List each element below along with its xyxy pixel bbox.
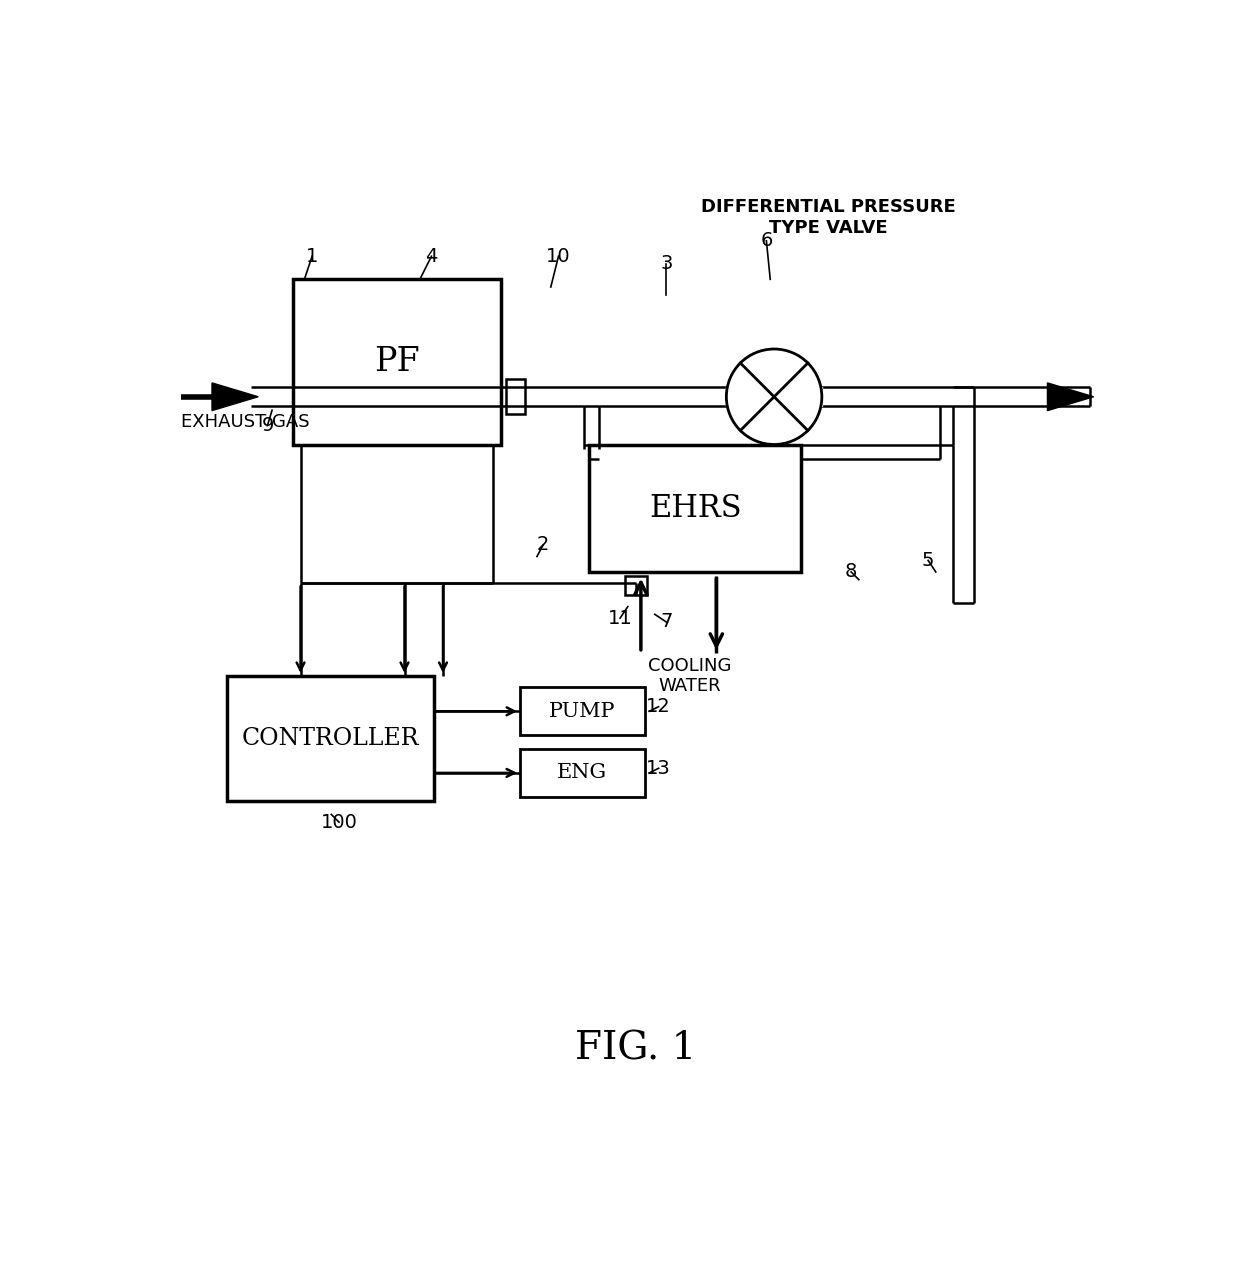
Text: EHRS: EHRS: [649, 492, 742, 524]
Text: 12: 12: [646, 697, 671, 716]
Text: COOLING
WATER: COOLING WATER: [649, 656, 732, 695]
Circle shape: [727, 349, 822, 444]
Bar: [589, 445, 801, 572]
Text: 100: 100: [321, 812, 357, 831]
Text: 9: 9: [262, 416, 274, 435]
Text: 4: 4: [425, 246, 438, 265]
Text: 1: 1: [306, 246, 319, 265]
Text: 13: 13: [646, 759, 671, 778]
Text: ENG: ENG: [557, 764, 608, 783]
Text: 6: 6: [760, 231, 773, 250]
Text: PF: PF: [374, 346, 419, 378]
Text: 3: 3: [660, 254, 672, 273]
Text: 7: 7: [660, 613, 672, 632]
Text: EXHAUST GAS: EXHAUST GAS: [181, 414, 310, 431]
Bar: [506, 379, 526, 414]
Bar: [625, 576, 647, 595]
Text: 5: 5: [921, 551, 935, 570]
Text: PUMP: PUMP: [549, 702, 615, 721]
Text: CONTROLLER: CONTROLLER: [242, 727, 419, 750]
Bar: [293, 279, 501, 445]
Text: FIG. 1: FIG. 1: [575, 1030, 696, 1067]
Text: 11: 11: [608, 609, 632, 628]
Bar: [520, 749, 645, 797]
Bar: [520, 688, 645, 735]
Polygon shape: [212, 383, 258, 411]
Text: 10: 10: [546, 246, 570, 265]
Text: 8: 8: [844, 562, 857, 581]
Text: DIFFERENTIAL PRESSURE
TYPE VALVE: DIFFERENTIAL PRESSURE TYPE VALVE: [701, 198, 955, 237]
Text: 2: 2: [537, 536, 549, 555]
Polygon shape: [1048, 383, 1094, 411]
Bar: [227, 676, 434, 801]
